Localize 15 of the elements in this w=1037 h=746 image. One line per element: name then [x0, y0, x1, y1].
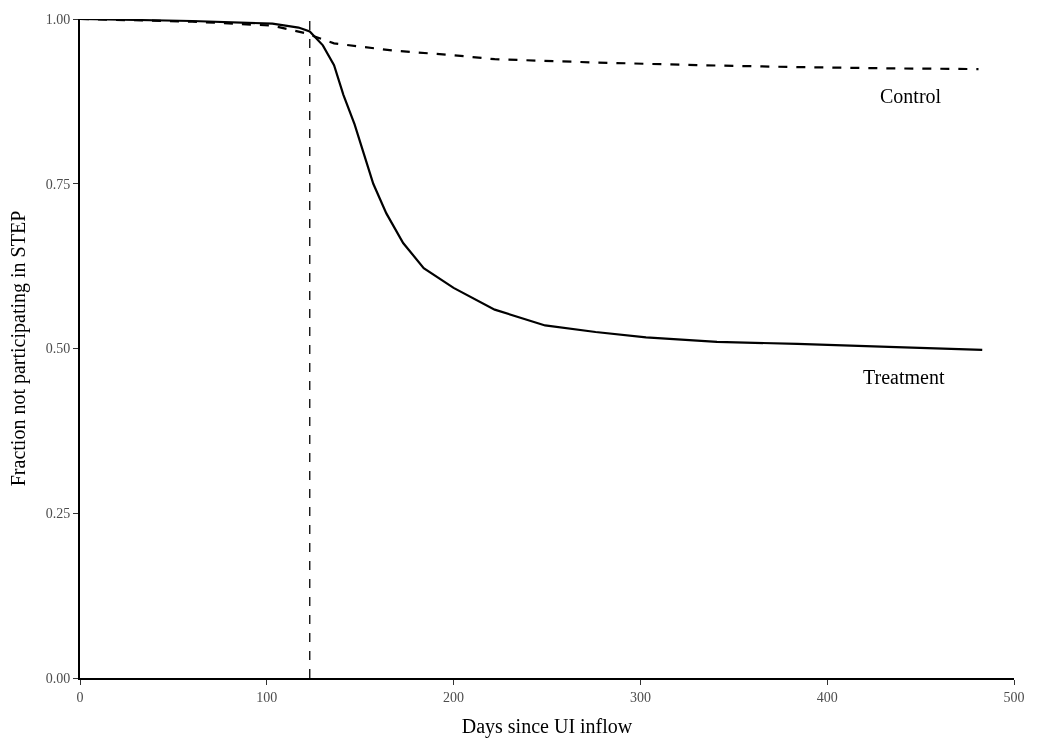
x-tick-label: 200 [443, 689, 465, 705]
y-axis-title: Fraction not participating in STEP [6, 210, 30, 487]
x-tick-label: 400 [816, 689, 838, 705]
y-tick-label: 1.00 [45, 11, 71, 27]
y-tick-label: 0.50 [45, 341, 71, 357]
y-tick-label: 0.75 [45, 176, 71, 192]
x-tick-label: 500 [1003, 689, 1025, 705]
x-tick-label: 100 [256, 689, 278, 705]
y-tick-label: 0.00 [45, 670, 71, 686]
x-axis-title: Days since UI inflow [461, 714, 633, 738]
x-tick-label: 300 [629, 689, 651, 705]
x-tick-label: 0 [76, 689, 84, 705]
series-label: Treatment [863, 366, 945, 388]
y-tick-label: 0.25 [45, 506, 71, 522]
series-label: Control [880, 85, 942, 107]
